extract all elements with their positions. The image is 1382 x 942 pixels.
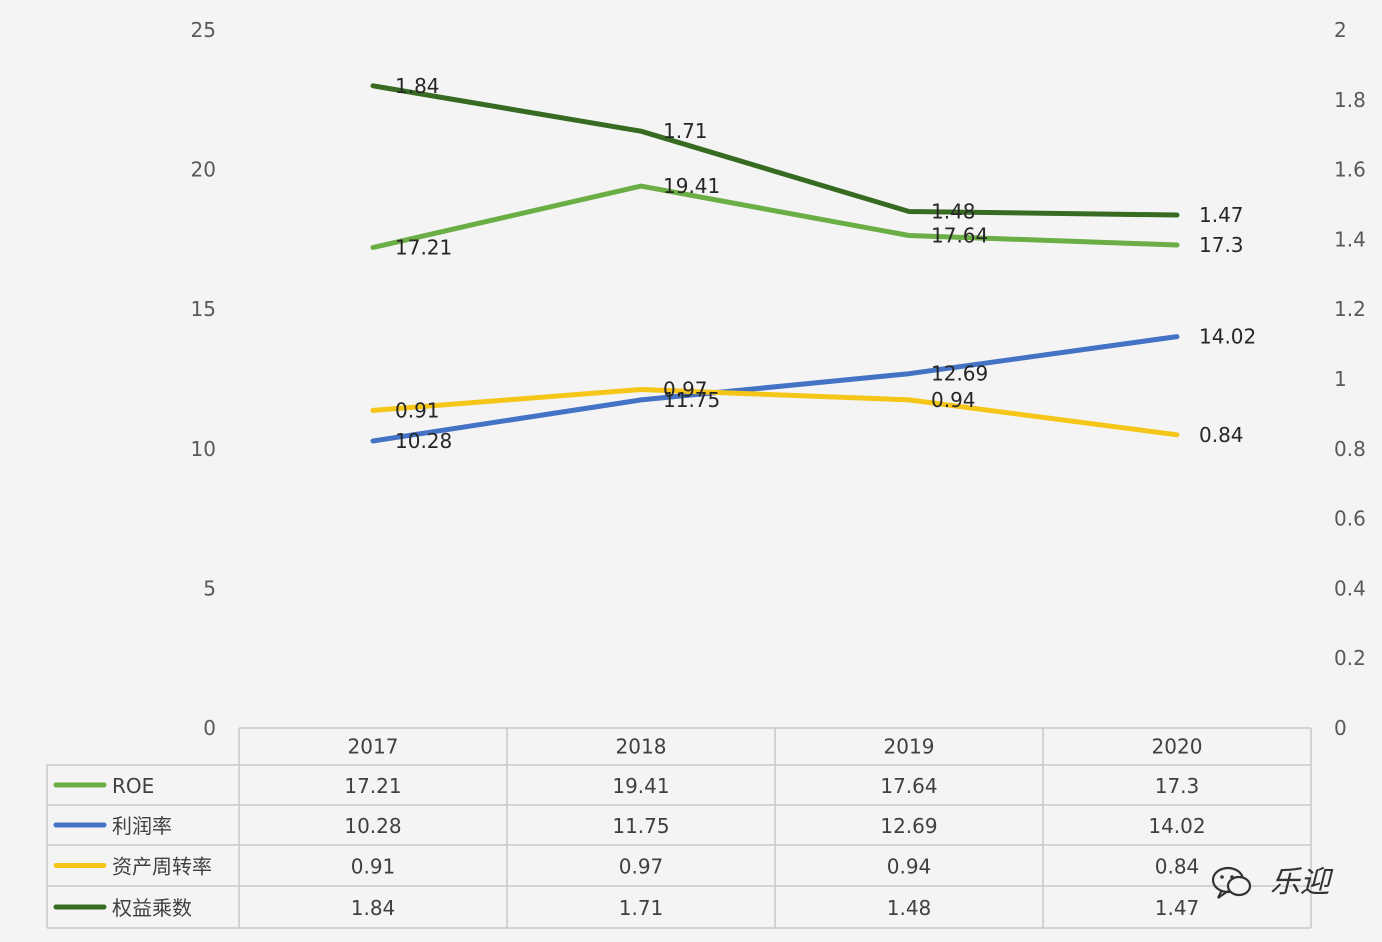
right-axis-tick: 0.8 — [1334, 437, 1366, 461]
data-label: 0.97 — [663, 377, 708, 401]
legend-label: 资产周转率 — [112, 855, 212, 879]
left-axis-ticks: 0 5 10 15 20 25 — [191, 18, 216, 740]
right-axis-tick: 1 — [1334, 367, 1347, 391]
data-label: 14.02 — [1199, 325, 1256, 349]
table-cell: 0.91 — [351, 855, 396, 879]
table-header-cell: 2017 — [348, 735, 399, 759]
table-header-cell: 2019 — [884, 735, 935, 759]
data-label: 17.21 — [395, 235, 452, 259]
legend-label: 利润率 — [112, 814, 172, 838]
right-axis-tick: 0.2 — [1334, 646, 1366, 670]
left-axis-tick: 15 — [191, 297, 216, 321]
table-cell: 19.41 — [612, 774, 669, 798]
table-cell: 17.3 — [1155, 774, 1200, 798]
watermark: 乐迎 — [1211, 865, 1334, 900]
data-label: 12.69 — [931, 362, 988, 386]
legend-label: 权益乘数 — [112, 896, 192, 920]
table-cell: 1.71 — [619, 896, 664, 920]
data-label: 17.3 — [1199, 233, 1244, 257]
series-line — [370, 387, 1180, 438]
series-line — [370, 83, 1180, 218]
data-label: 10.28 — [395, 429, 452, 453]
right-axis-tick: 0 — [1334, 716, 1347, 740]
table-cell: 12.69 — [880, 814, 937, 838]
data-label: 1.47 — [1199, 203, 1244, 227]
data-label: 1.71 — [663, 119, 708, 143]
table-cell: 0.97 — [619, 855, 664, 879]
left-axis-tick: 25 — [191, 18, 216, 42]
table-cell: 1.84 — [351, 896, 396, 920]
data-label: 1.84 — [395, 74, 440, 98]
left-axis-tick: 10 — [191, 437, 216, 461]
table-cell: 1.48 — [887, 896, 932, 920]
data-label: 17.64 — [931, 223, 988, 247]
right-axis-tick: 2 — [1334, 18, 1347, 42]
legend-label: ROE — [112, 774, 154, 798]
right-axis-tick: 1.4 — [1334, 227, 1366, 251]
left-axis-tick: 0 — [203, 716, 216, 740]
table-header-cell: 2018 — [616, 735, 667, 759]
table-cell: 17.21 — [344, 774, 401, 798]
right-axis-tick: 1.8 — [1334, 88, 1366, 112]
table-cell: 0.94 — [887, 855, 932, 879]
table-header-cell: 2020 — [1152, 735, 1203, 759]
table-cell: 11.75 — [612, 814, 669, 838]
table-cell: 10.28 — [344, 814, 401, 838]
right-axis-tick: 1.2 — [1334, 297, 1366, 321]
right-axis-tick: 0.6 — [1334, 507, 1366, 531]
wechat-icon — [1211, 866, 1252, 899]
data-label: 19.41 — [663, 174, 720, 198]
series-lines — [370, 83, 1180, 444]
data-label: 0.84 — [1199, 423, 1244, 447]
left-axis-tick: 20 — [191, 158, 216, 182]
series-line — [370, 183, 1180, 250]
data-table: 2017 2018 2019 2020 ROE 17.21 19.41 17.64 17.3 利润… — [46, 727, 1312, 929]
data-label: 0.94 — [931, 388, 976, 412]
data-label: 11.75 — [663, 388, 720, 412]
right-axis-ticks: 0 0.2 0.4 0.6 0.8 1 1.2 1.4 1.6 1.8 2 — [1334, 18, 1366, 740]
watermark-text: 乐迎 — [1270, 865, 1334, 900]
left-axis-tick: 5 — [203, 576, 216, 600]
right-axis-tick: 0.4 — [1334, 576, 1366, 600]
data-label: 1.48 — [931, 199, 976, 223]
table-cell: 14.02 — [1148, 814, 1205, 838]
data-labels: 17.21 19.41 17.64 17.3 10.28 11.75 12.69 14.02 0… — [395, 74, 1256, 453]
right-axis-tick: 1.6 — [1334, 158, 1366, 182]
series-line — [370, 334, 1180, 444]
data-label: 0.91 — [395, 398, 440, 422]
table-cell: 0.84 — [1155, 855, 1200, 879]
table-cell: 17.64 — [880, 774, 937, 798]
table-cell: 1.47 — [1155, 896, 1200, 920]
